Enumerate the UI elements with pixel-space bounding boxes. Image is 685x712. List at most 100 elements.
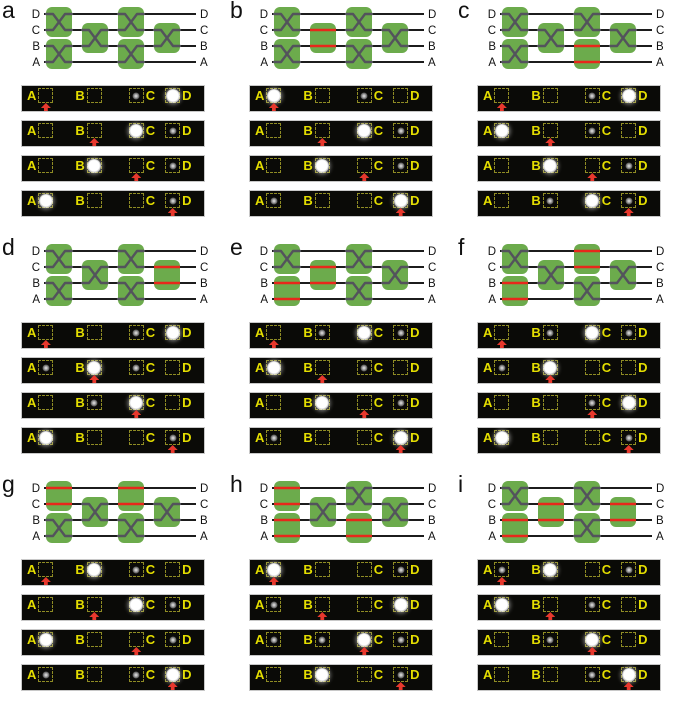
dim-leak-spot <box>270 601 278 608</box>
dashed-target-box <box>356 597 372 612</box>
dashed-target-box <box>38 360 54 375</box>
dim-leak-spot <box>397 566 405 573</box>
circuit-diagram: D DC CB BA A <box>32 7 208 69</box>
port-group-A: A <box>483 360 510 375</box>
output-strip-input-B: A B C D <box>477 120 661 147</box>
spot-box-C <box>584 360 600 375</box>
spot-box-C <box>356 667 372 682</box>
port-group-C: C <box>128 88 156 103</box>
spot-box-A <box>494 395 510 410</box>
wire-label-left-D: D <box>260 483 268 495</box>
wire-label-right-A: A <box>428 57 436 69</box>
port-label-B: B <box>531 325 541 340</box>
port-label-D: D <box>410 597 420 612</box>
bright-output-spot <box>129 597 144 612</box>
cross-state-glyph <box>44 281 74 301</box>
bright-output-spot <box>393 430 408 445</box>
switch-box-col3-DC <box>574 244 600 274</box>
input-arrow-icon <box>545 138 556 146</box>
dashed-target-box <box>86 193 102 208</box>
port-group-A: A <box>483 325 510 348</box>
spot-box-B <box>314 325 330 340</box>
port-group-C: C <box>584 360 611 375</box>
dashed-target-box <box>356 430 372 445</box>
switch-box-col1-DC <box>274 481 300 511</box>
port-label-A: A <box>483 158 493 173</box>
output-strip-input-C: A B C D <box>21 392 205 419</box>
output-strips: A B C D A B C D A B C D A B C D <box>21 322 228 454</box>
spot-box-D <box>165 562 181 577</box>
port-group-C: C <box>356 360 383 375</box>
dim-leak-spot <box>588 671 596 678</box>
panel-label: a <box>2 0 15 23</box>
port-group-A: A <box>483 562 510 585</box>
bright-output-spot <box>585 632 600 647</box>
port-group-A: A <box>27 88 54 111</box>
port-group-C: C <box>128 667 155 682</box>
input-arrow-icon <box>131 410 142 418</box>
port-group-A: A <box>27 193 54 208</box>
panel-label: i <box>458 471 464 497</box>
dashed-target-box <box>38 123 54 138</box>
port-group-D: D <box>393 193 420 216</box>
dim-leak-spot <box>625 197 633 204</box>
dim-leak-spot <box>588 399 596 406</box>
switch-box-col2-CB <box>310 23 336 53</box>
dashed-target-box <box>584 88 600 103</box>
spot-box-D <box>621 360 637 375</box>
dim-leak-spot <box>397 329 405 336</box>
port-label-D: D <box>410 360 420 375</box>
port-group-B: B <box>531 395 558 410</box>
circuit-diagram: D DC CB BA A <box>32 481 208 543</box>
bright-output-spot <box>87 360 102 375</box>
port-group-A: A <box>255 123 282 138</box>
spot-box-A <box>38 158 54 173</box>
dashed-target-box <box>314 123 330 138</box>
bright-output-spot <box>543 562 558 577</box>
wire-label-left-C: C <box>260 499 268 511</box>
cross-state-glyph <box>344 281 374 301</box>
port-label-C: C <box>145 88 156 103</box>
port-group-D: D <box>393 360 420 375</box>
input-arrow-icon <box>359 410 370 418</box>
output-strip-input-A: A B C D <box>477 559 661 586</box>
wire-label-left-C: C <box>488 25 496 37</box>
dashed-target-box <box>393 88 409 103</box>
output-strips: A B C D A B C D A B C D A B C D <box>249 322 456 454</box>
spot-box-C <box>584 325 600 340</box>
port-group-C: C <box>128 360 155 375</box>
dashed-target-box <box>128 325 144 340</box>
dim-leak-spot <box>546 329 554 336</box>
port-label-A: A <box>255 193 265 208</box>
dashed-target-box <box>38 667 54 682</box>
port-label-A: A <box>27 158 37 173</box>
output-strip-input-C: A B C D <box>21 629 205 656</box>
dashed-target-box <box>165 395 181 410</box>
dim-leak-spot <box>169 434 177 441</box>
dashed-target-box <box>494 360 510 375</box>
wire-label-left-C: C <box>32 25 40 37</box>
port-group-B: B <box>531 158 558 173</box>
input-arrow-icon <box>167 682 178 690</box>
spot-box-C <box>128 325 144 340</box>
wire-label-right-A: A <box>428 294 436 306</box>
port-label-C: C <box>373 395 384 410</box>
dashed-target-box <box>38 325 54 340</box>
spot-box-B <box>86 123 102 146</box>
wire-label-right-D: D <box>656 483 664 495</box>
dashed-target-box <box>86 88 102 103</box>
wire-label-right-B: B <box>656 278 664 290</box>
port-group-B: B <box>531 123 558 146</box>
port-group-B: B <box>531 597 558 620</box>
switch-box-col1-BA <box>274 513 300 543</box>
wire-label-left-D: D <box>260 9 268 21</box>
port-label-D: D <box>638 158 648 173</box>
port-label-C: C <box>601 325 612 340</box>
dashed-target-box <box>165 360 181 375</box>
output-strip-input-D: A B C D <box>477 190 661 217</box>
input-arrow-icon <box>623 445 634 453</box>
input-arrow-icon <box>623 682 634 690</box>
input-arrow-icon <box>317 612 328 620</box>
dim-leak-spot <box>360 92 368 99</box>
